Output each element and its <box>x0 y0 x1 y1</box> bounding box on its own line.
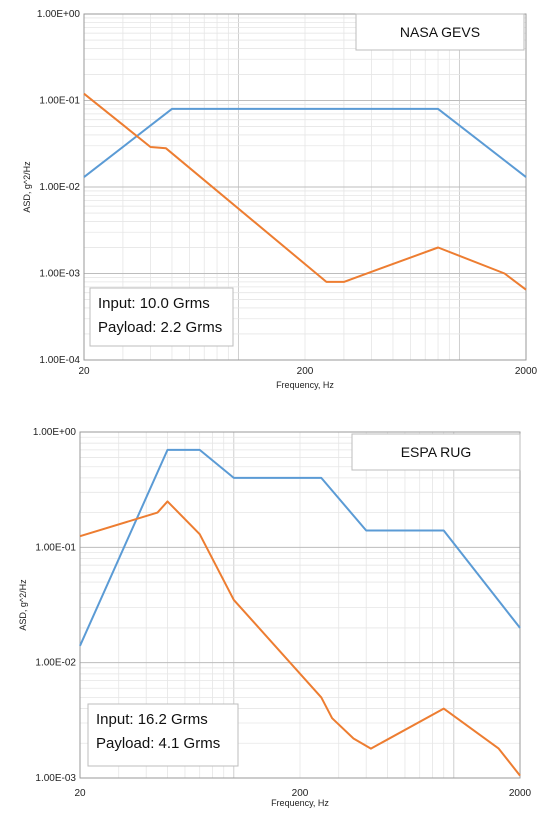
y-tick-label: 1.00E-01 <box>35 542 76 553</box>
grms-info-box <box>87 703 239 767</box>
y-tick-label: 1.00E-03 <box>39 269 80 280</box>
input-grms-label: Input: 10.0 Grms <box>98 295 210 312</box>
x-tick-label: 20 <box>74 788 86 799</box>
grid <box>79 432 521 779</box>
y-tick-label: 1.00E-03 <box>35 773 76 784</box>
series-line-1 <box>79 448 521 647</box>
y-tick-label: 1.00E+00 <box>33 427 77 438</box>
chart-2: 1.00E+00 1.00E-01 1.00E-02 1.00E-03 20 200 200… <box>18 427 532 808</box>
series-line-2 <box>79 500 521 777</box>
plot-area <box>83 13 527 361</box>
payload-grms-label: Payload: 2.2 Grms <box>98 319 222 336</box>
x-tick-label: 20 <box>78 366 90 377</box>
chart-1: 1.00E+00 1.00E-01 1.00E-02 1.00E-03 1.00E-04… <box>22 9 538 390</box>
x-tick-label: 200 <box>292 788 309 799</box>
y-tick-label: 1.00E+00 <box>37 9 81 20</box>
y-axis-title: ASD, g^2/Hz <box>18 579 28 631</box>
input-grms-label: Input: 16.2 Grms <box>96 711 208 728</box>
chart-title: NASA GEVS <box>400 24 480 40</box>
y-tick-label: 1.00E-01 <box>39 96 80 107</box>
x-tick-label: 2000 <box>509 788 532 799</box>
y-tick-label: 1.00E-02 <box>39 182 80 193</box>
x-axis-title: Frequency, Hz <box>271 798 329 808</box>
y-axis-title: ASD, g^2/Hz <box>22 161 32 213</box>
chart-title: ESPA RUG <box>401 444 472 460</box>
x-tick-label: 200 <box>297 366 314 377</box>
grid <box>83 14 527 361</box>
chart-title-box <box>351 433 521 471</box>
chart-title-box <box>355 13 525 51</box>
x-axis-title: Frequency, Hz <box>276 380 334 390</box>
y-tick-label: 1.00E-02 <box>35 658 76 669</box>
y-tick-label: 1.00E-04 <box>39 355 80 366</box>
payload-grms-label: Payload: 4.1 Grms <box>96 735 220 752</box>
x-tick-label: 2000 <box>515 366 538 377</box>
series-line-1 <box>83 107 527 178</box>
grms-info-box <box>89 287 234 347</box>
series-line-2 <box>83 92 527 291</box>
plot-area <box>79 431 521 779</box>
